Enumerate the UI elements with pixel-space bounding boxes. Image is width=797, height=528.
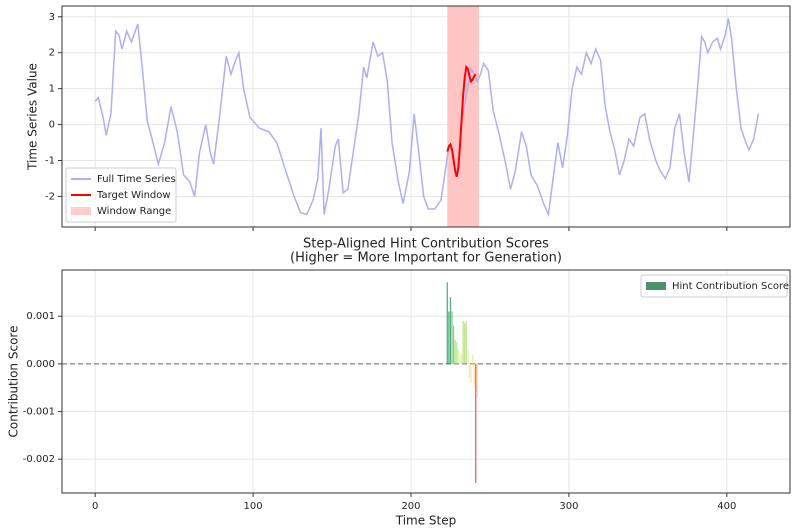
bar [460, 354, 463, 364]
bar [473, 363, 475, 388]
series-line [446, 64, 477, 177]
y-axis-label: Contribution Score [7, 326, 21, 438]
chart-title: (Higher = More Important for Generation) [290, 251, 562, 266]
legend-swatch [646, 282, 666, 290]
y-tick-label: -0.002 [23, 454, 55, 465]
bar [462, 320, 464, 364]
bar [459, 354, 461, 364]
legend-label: Target Window [96, 190, 171, 201]
bar [464, 323, 466, 364]
plot-area [94, 6, 760, 227]
legend-box [640, 274, 788, 298]
bar [470, 363, 472, 383]
x-tick-label: 300 [559, 501, 578, 512]
y-axis-label: Time Series Value [26, 63, 40, 171]
y-tick-label: 2 [49, 48, 55, 59]
bar [446, 282, 448, 364]
legend-label: Hint Contribution Score [672, 281, 789, 292]
axes-frame [61, 269, 791, 494]
bar [471, 354, 474, 364]
x-tick-label: 200 [401, 501, 420, 512]
bar [453, 325, 455, 364]
bar [449, 297, 452, 364]
bar [454, 340, 456, 364]
y-tick-label: 0.000 [26, 359, 55, 370]
bar [448, 311, 450, 364]
bar [465, 320, 467, 364]
y-tick-label: 0 [49, 120, 55, 131]
bar [451, 311, 453, 364]
y-tick-label: 3 [49, 12, 55, 23]
legend-swatch [71, 207, 91, 215]
bar [468, 363, 471, 379]
bar [456, 342, 458, 364]
chart-title: Step-Aligned Hint Contribution Scores [303, 237, 549, 252]
legend-label: Full Time Series [97, 174, 176, 185]
axes-frame [61, 5, 791, 228]
bar [457, 349, 460, 364]
y-tick-label: -2 [45, 191, 55, 202]
y-tick-label: 0.001 [26, 311, 55, 322]
plot-area [62, 282, 790, 483]
x-tick-label: 400 [717, 501, 736, 512]
series-line [94, 18, 760, 218]
x-tick-label: 100 [244, 501, 263, 512]
x-axis-label: Time Step [395, 514, 457, 528]
y-tick-label: 1 [49, 84, 55, 95]
bar [467, 349, 469, 364]
legend-box [65, 167, 177, 223]
y-tick-label: -0.001 [23, 407, 55, 418]
bar [476, 363, 478, 398]
x-tick-label: 0 [92, 501, 98, 512]
bar [475, 363, 477, 483]
legend-label: Window Range [97, 206, 171, 217]
y-tick-label: -1 [45, 156, 55, 167]
